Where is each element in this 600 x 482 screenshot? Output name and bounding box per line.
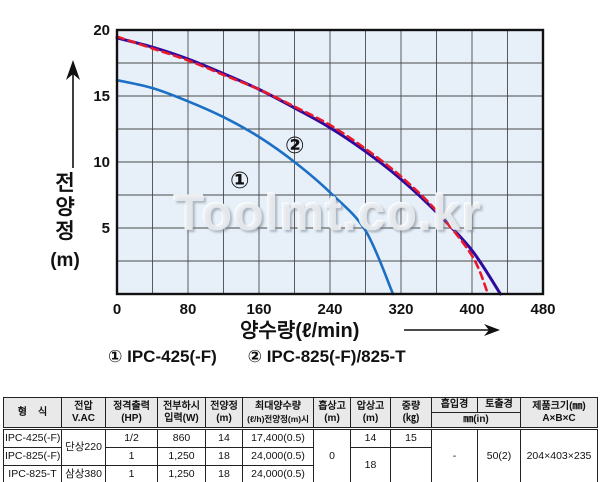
col-header-full-load-input: 전부하시 입력(W)	[157, 397, 206, 430]
cell-weight-1: 15	[390, 428, 432, 448]
y-tick-label: 15	[93, 88, 110, 105]
x-tick-label: 240	[317, 301, 342, 318]
cell-suction-all: 0	[313, 428, 351, 482]
cell-hp-3: 1	[105, 465, 158, 482]
cell-size-all: 204×403×235	[520, 428, 598, 482]
col-header-flow-line2: (ℓ/h)전양정(m)시	[247, 413, 309, 424]
cell-lift-1: 14	[350, 428, 391, 448]
cell-lift-23: 18	[350, 447, 391, 482]
cell-model-3: IPC-825-T	[3, 465, 62, 482]
cell-inlet-all: -	[431, 428, 478, 482]
cell-model-1: IPC-425(-F)	[3, 428, 62, 448]
curve-3	[115, 35, 490, 296]
cell-head-2: 18	[205, 447, 243, 466]
col-header-rated-output: 정격출력 (HP)	[105, 397, 158, 430]
y-tick-label: 20	[93, 22, 110, 39]
x-tick-label: 80	[180, 301, 197, 318]
cell-weight-23	[390, 447, 432, 482]
plot-border	[115, 28, 545, 296]
y-axis-arrow-icon	[66, 60, 80, 168]
col-header-flow-line1: 최대양수량	[255, 400, 301, 412]
header-row-2: ㎜(in)	[4, 412, 598, 430]
col-header-weight: 중량 (㎏)	[390, 397, 432, 430]
x-tick-label: 480	[530, 301, 555, 318]
cell-input-3: 1,250	[157, 465, 206, 482]
legend-item-curve1: ① IPC-425(-F)	[108, 347, 217, 366]
cell-flow-1: 17,400(0.5)	[242, 428, 314, 448]
cell-flow-3: 24,000(0.5)	[242, 465, 314, 482]
x-axis-tick-labels: 0 80 160 240 320 400 480	[113, 301, 556, 318]
col-header-weight-line2: (㎏)	[402, 412, 420, 424]
legend-item-curve2: ② IPC-825(-F)/825-T	[247, 347, 406, 366]
col-header-suction-line2: (m)	[324, 412, 340, 424]
performance-chart: 0 80 160 240 320 400 480 20 15 10 5 ① ② 양수량(ℓ/min…	[66, 22, 556, 342]
cell-head-3: 18	[205, 465, 243, 482]
col-header-input-line1: 전부하시	[163, 400, 200, 412]
curve1-marker: ①	[230, 168, 249, 194]
pump-curves	[115, 35, 502, 296]
x-tick-label: 160	[246, 301, 271, 318]
col-header-lift-line2: (m)	[362, 412, 379, 424]
spec-table: 형 식 전압 V.AC 정격출력 (HP) 전부하시 입력(W) 전양정	[3, 397, 598, 482]
cell-voltage-single: 단상220	[61, 428, 106, 466]
x-tick-label: 0	[113, 301, 121, 318]
col-header-suction-line1: 흡상고	[318, 400, 346, 412]
col-header-max-flow: 최대양수량 (ℓ/h)전양정(m)시	[242, 397, 314, 430]
col-header-output-line2: (HP)	[121, 412, 142, 424]
table-row-ipc425: IPC-425(-F) 단상220 1/2 860 14 17,400(0.5)…	[3, 428, 598, 482]
curve-1	[115, 78, 395, 296]
col-header-model: 형 식	[3, 397, 62, 430]
y-tick-label: 5	[102, 220, 110, 237]
chart-legend: ① IPC-425(-F) ② IPC-825(-F)/825-T	[108, 347, 432, 367]
col-header-total-head: 전양정 (m)	[205, 397, 243, 430]
x-axis-title: 양수량(ℓ/min)	[240, 319, 359, 342]
cell-input-2: 1,250	[157, 447, 206, 466]
col-header-discharge-lift: 압상고 (m)	[350, 397, 391, 430]
col-header-voltage: 전압 V.AC	[61, 397, 106, 430]
col-header-weight-line1: 중량	[401, 400, 421, 412]
cell-hp-2: 1	[105, 447, 158, 466]
y-axis-tick-labels: 20 15 10 5	[93, 22, 110, 237]
col-header-suction-lift: 흡상고 (m)	[313, 397, 351, 430]
table-row-ipc825f: IPC-825(-F) 1 1,250 18 24,000(0.5) 18	[3, 447, 598, 482]
header-row-1: 형 식 전압 V.AC 정격출력 (HP) 전부하시 입력(W) 전양정	[3, 397, 598, 430]
y-axis-title: 전양정	[55, 172, 75, 243]
cell-outlet-all: 50(2)	[477, 428, 521, 482]
col-header-input-line2: 입력(W)	[164, 412, 199, 424]
col-header-size-line1: 제품크기(㎜)	[532, 400, 586, 412]
col-header-size-line2: A×B×C	[542, 412, 576, 424]
cell-input-1: 860	[157, 428, 206, 448]
x-tick-label: 320	[388, 301, 413, 318]
cell-model-2: IPC-825(-F)	[3, 447, 62, 466]
cell-voltage-three: 삼상380	[61, 465, 106, 482]
cell-hp-1: 1/2	[105, 428, 158, 448]
x-tick-label: 400	[459, 301, 484, 318]
cell-head-1: 14	[205, 428, 243, 448]
col-header-inlet-dia: 흡입경	[431, 397, 478, 413]
col-header-voltage-line2: V.AC	[72, 412, 95, 424]
x-axis-arrow-icon	[404, 324, 500, 336]
col-header-voltage-line1: 전압	[74, 400, 93, 412]
table-row-ipc825t: IPC-825-T 삼상380 1 1,250 18 24,000(0.5)	[3, 465, 598, 482]
col-header-outlet-dia: 토출경	[477, 397, 521, 413]
col-header-head-line2: (m)	[216, 412, 232, 424]
curve2-marker: ②	[285, 133, 304, 159]
col-header-lift-line1: 압상고	[356, 400, 385, 412]
y-tick-label: 10	[93, 154, 110, 171]
col-header-output-line1: 정격출력	[113, 400, 150, 412]
spec-table-container: 형 식 전압 V.AC 정격출력 (HP) 전부하시 입력(W) 전양정	[3, 397, 598, 482]
col-header-head-line1: 전양정	[210, 400, 238, 412]
col-header-product-size: 제품크기(㎜) A×B×C	[520, 397, 598, 430]
col-header-dia-unit: ㎜(in)	[431, 412, 521, 430]
y-axis-unit: (m)	[50, 250, 80, 271]
cell-flow-2: 24,000(0.5)	[242, 447, 314, 466]
